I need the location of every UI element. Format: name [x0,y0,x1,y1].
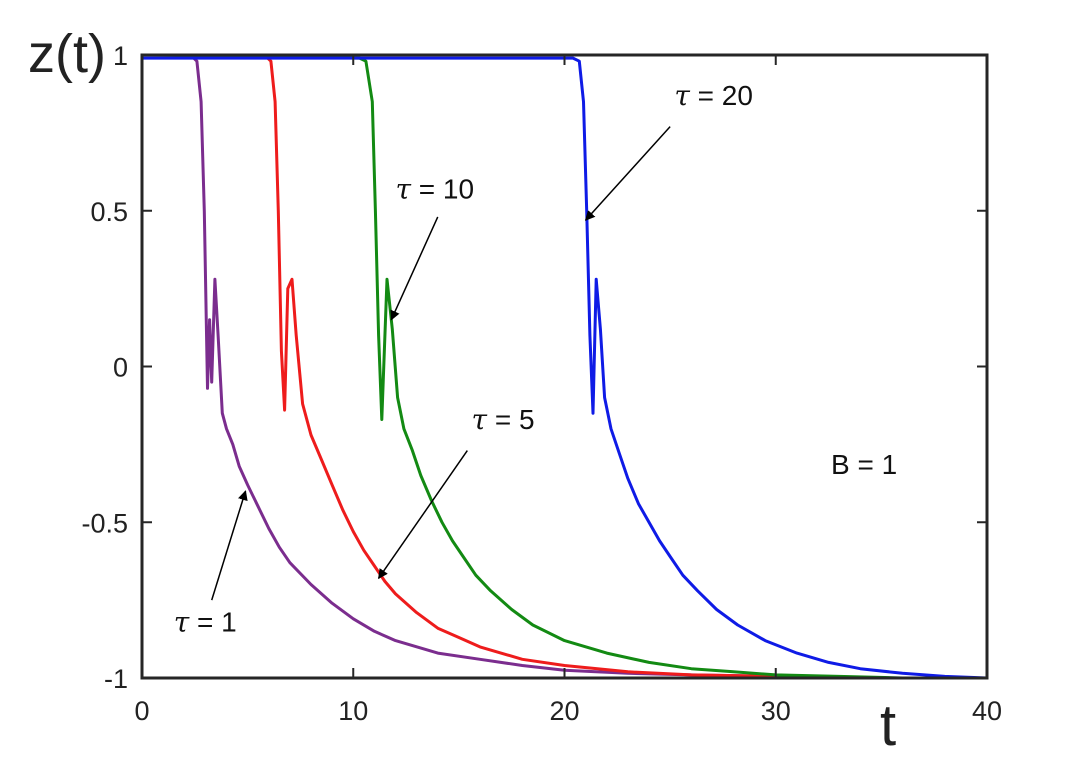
annotations: τ = 1 τ = 5 τ = 10 τ = 20 [174,79,753,638]
x-tick-label: 0 [134,696,149,726]
x-axis-label: t [880,693,896,758]
series-line-2 [142,53,987,680]
plot-frame [140,53,989,680]
tick-labels: 0 10 20 30 40 1 0.5 0 -0.5 -1 [81,41,1002,726]
x-tick-label: 20 [549,696,579,726]
y-axis-label: z(t) [28,24,106,84]
annotation-label: τ = 20 [674,79,753,112]
x-tick-label: 30 [761,696,791,726]
annotation-arrow [377,450,468,580]
series-line-1 [142,53,987,680]
annotation-arrow [390,216,439,321]
b-parameter-label: B = 1 [831,449,897,480]
annotation-arrow [584,126,671,221]
y-tick-label: -0.5 [81,508,128,538]
tick-marks [141,54,988,679]
x-tick-label: 40 [972,696,1002,726]
y-tick-label: 0 [113,353,128,383]
y-tick-label: -1 [104,664,128,694]
annotation-label: τ = 5 [472,403,535,436]
annotation-label: τ = 1 [174,605,237,638]
y-tick-label: 1 [113,41,128,71]
y-tick-label: 0.5 [90,197,128,227]
x-tick-label: 10 [338,696,368,726]
series-layer [141,53,988,680]
annotation-label: τ = 10 [396,172,475,205]
annotation-arrow [210,490,248,601]
series-line-3 [141,53,987,680]
series-line-4 [142,56,988,680]
